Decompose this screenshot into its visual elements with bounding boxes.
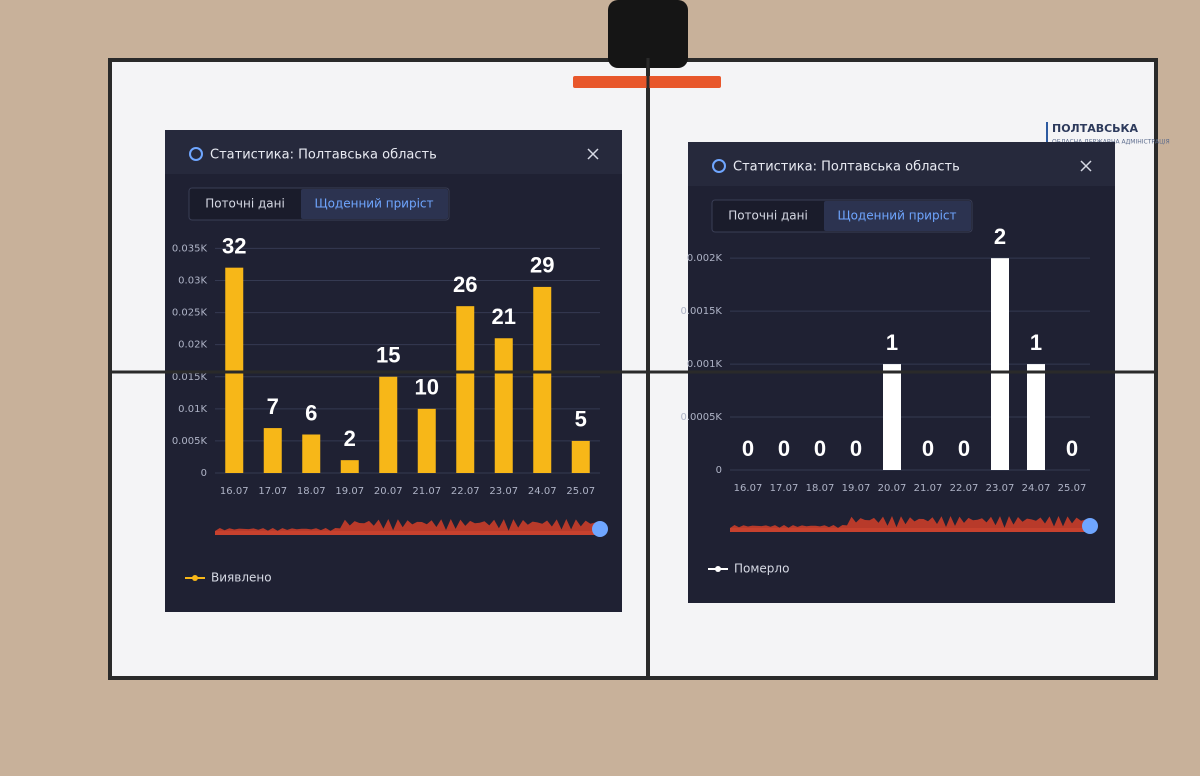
- bar: [302, 434, 321, 473]
- y-tick-label: 0.035K: [172, 243, 208, 254]
- legend-label: Померло: [734, 562, 789, 576]
- logo-name: ПОЛТАВСЬКА: [1052, 122, 1139, 135]
- data-label: 10: [415, 375, 439, 400]
- bar: [494, 338, 513, 473]
- data-label: 0: [922, 436, 934, 461]
- y-tick-label: 0.0005K: [680, 412, 722, 423]
- x-tick-label: 20.07: [878, 483, 907, 494]
- bar: [379, 376, 398, 473]
- y-tick-label: 0.005K: [172, 436, 208, 447]
- x-tick-label: 23.07: [489, 486, 518, 497]
- logo-mark: [1046, 122, 1048, 152]
- y-tick-label: 0.015K: [172, 372, 208, 383]
- bar: [571, 440, 590, 473]
- bar: [991, 258, 1009, 470]
- data-label: 21: [492, 304, 516, 329]
- x-tick-label: 24.07: [528, 486, 557, 497]
- legend-dot: [192, 575, 198, 581]
- x-tick-label: 23.07: [986, 483, 1015, 494]
- x-tick-label: 25.07: [1058, 483, 1087, 494]
- camera: [608, 0, 688, 68]
- bar: [456, 306, 475, 473]
- bar: [533, 286, 552, 473]
- x-tick-label: 16.07: [734, 483, 763, 494]
- x-tick-label: 19.07: [842, 483, 871, 494]
- data-label: 0: [850, 436, 862, 461]
- x-tick-label: 20.07: [374, 486, 403, 497]
- data-label: 0: [814, 436, 826, 461]
- data-label: 15: [376, 343, 400, 368]
- y-tick-label: 0.025K: [172, 308, 208, 319]
- tab[interactable]: Поточні дані: [728, 209, 808, 223]
- x-tick-label: 16.07: [220, 486, 249, 497]
- y-tick-label: 0: [201, 468, 207, 479]
- data-label: 5: [575, 407, 587, 432]
- y-tick-label: 0.002K: [687, 253, 723, 264]
- x-tick-label: 22.07: [950, 483, 979, 494]
- y-tick-label: 0.03K: [178, 276, 207, 287]
- data-label: 1: [1030, 330, 1042, 355]
- tab-active-bg: [824, 201, 971, 231]
- range-slider-handle[interactable]: [592, 521, 608, 537]
- data-label: 1: [886, 330, 898, 355]
- stats-icon: [712, 159, 726, 173]
- data-label: 29: [530, 253, 554, 278]
- data-label: 0: [778, 436, 790, 461]
- x-tick-label: 22.07: [451, 486, 480, 497]
- stats-icon: [189, 147, 203, 161]
- data-label: 26: [453, 272, 477, 297]
- data-label: 6: [305, 400, 317, 425]
- panel-header: [688, 142, 1115, 186]
- legend-dot: [715, 566, 721, 572]
- tab-active-bg: [301, 189, 448, 219]
- tab[interactable]: Поточні дані: [205, 197, 285, 211]
- legend-label: Виявлено: [211, 571, 272, 585]
- x-tick-label: 21.07: [914, 483, 943, 494]
- x-tick-label: 18.07: [806, 483, 835, 494]
- tab-active[interactable]: Щоденний приріст: [314, 197, 433, 211]
- y-tick-label: 0.02K: [178, 340, 207, 351]
- bar: [883, 364, 901, 470]
- y-tick-label: 0: [716, 465, 722, 476]
- x-tick-label: 17.07: [258, 486, 287, 497]
- data-label: 0: [1066, 436, 1078, 461]
- panel-title: Статистика: Полтавська область: [733, 160, 960, 175]
- x-tick-label: 21.07: [412, 486, 441, 497]
- x-tick-label: 19.07: [335, 486, 364, 497]
- range-slider-area: [730, 516, 1090, 530]
- bar: [1027, 364, 1045, 470]
- panel-header: [165, 130, 622, 174]
- bar: [263, 428, 282, 473]
- close-button[interactable]: [587, 148, 599, 160]
- y-tick-label: 0.001K: [687, 359, 723, 370]
- data-label: 0: [958, 436, 970, 461]
- range-slider-track: [215, 531, 600, 535]
- close-button[interactable]: [1080, 160, 1092, 172]
- range-slider-area: [215, 519, 600, 533]
- y-tick-label: 0.0015K: [680, 306, 722, 317]
- bar: [340, 460, 359, 473]
- bar: [225, 267, 244, 473]
- data-label: 32: [222, 233, 246, 258]
- x-tick-label: 17.07: [770, 483, 799, 494]
- x-tick-label: 24.07: [1022, 483, 1051, 494]
- data-label: 0: [742, 436, 754, 461]
- data-label: 2: [344, 426, 356, 451]
- panel-title: Статистика: Полтавська область: [210, 148, 437, 163]
- data-label: 7: [267, 394, 279, 419]
- x-tick-label: 18.07: [297, 486, 326, 497]
- range-slider-handle[interactable]: [1082, 518, 1098, 534]
- data-label: 2: [994, 224, 1006, 249]
- range-slider-track: [730, 528, 1090, 532]
- tab-active[interactable]: Щоденний приріст: [837, 209, 956, 223]
- x-tick-label: 25.07: [566, 486, 595, 497]
- bar: [417, 408, 436, 473]
- y-tick-label: 0.01K: [178, 404, 207, 415]
